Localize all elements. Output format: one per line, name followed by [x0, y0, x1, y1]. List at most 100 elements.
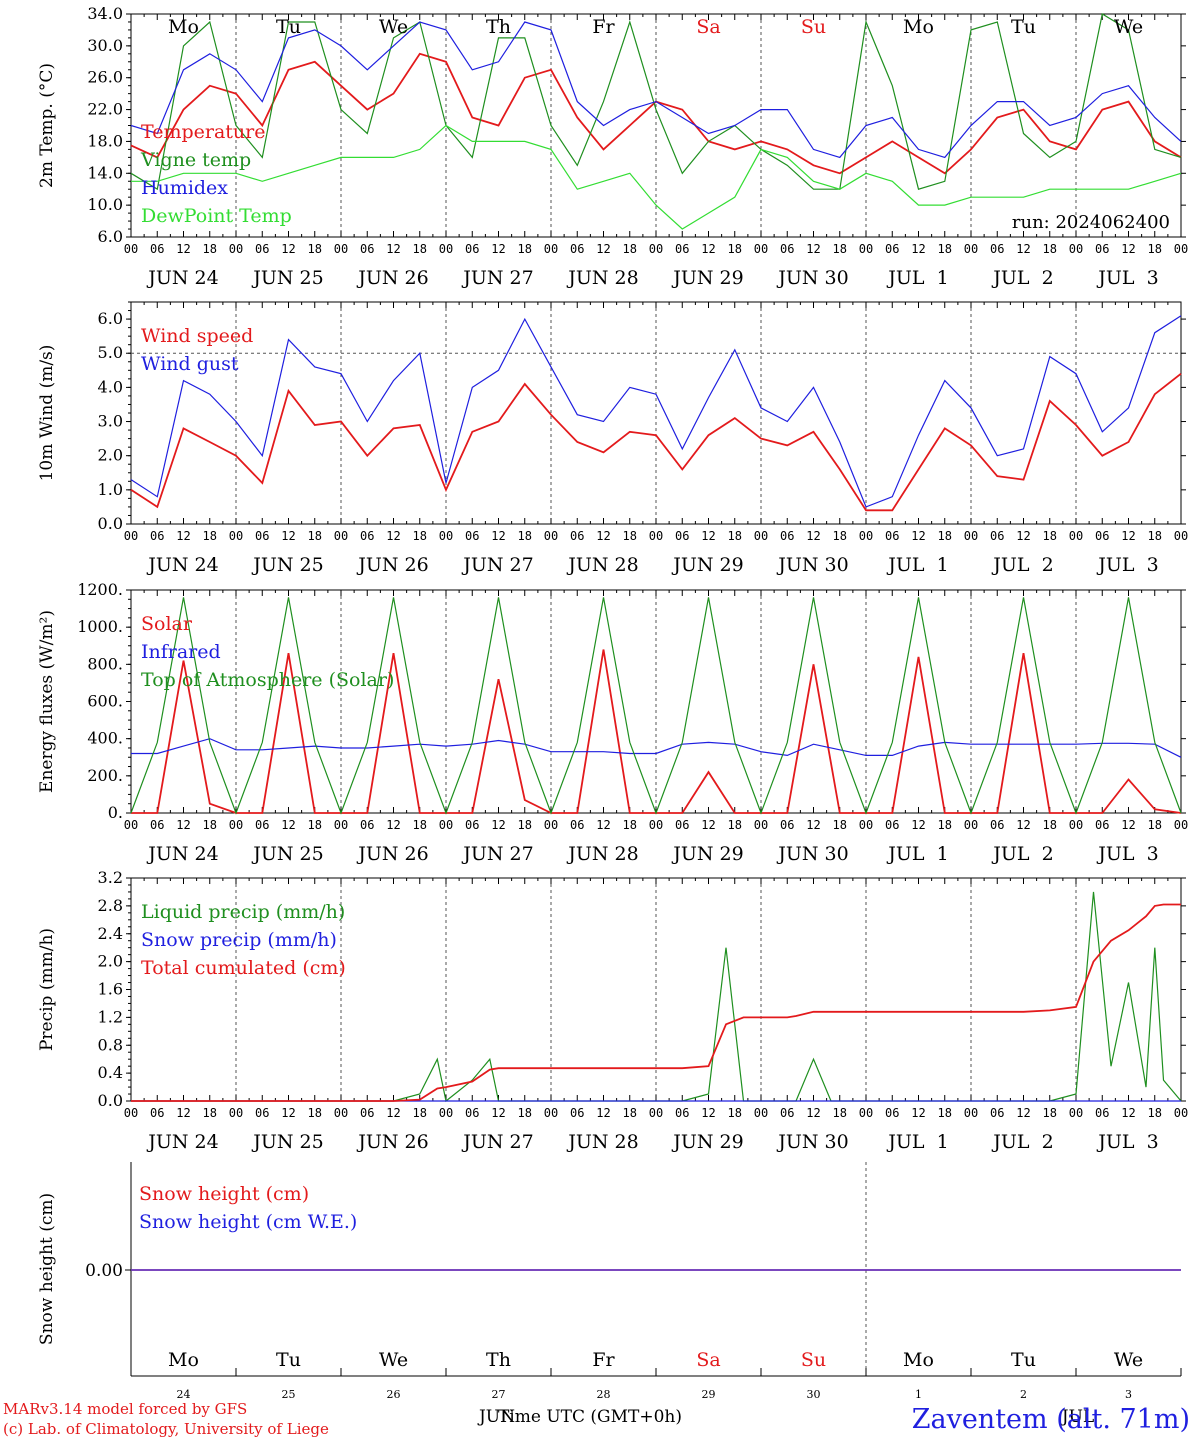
weekday-label: Su	[801, 1349, 826, 1371]
x-hour-label: 00	[229, 818, 243, 832]
x-date-label: JUN 28	[566, 554, 638, 576]
x-hour-label: 06	[990, 242, 1004, 256]
x-hour-label: 06	[990, 818, 1004, 832]
y-tick-label: 2.0	[98, 952, 123, 971]
x-hour-label: 00	[439, 1106, 453, 1120]
x-hour-label: 12	[176, 242, 190, 256]
x-hour-label: 00	[1174, 529, 1188, 543]
x-date-label: JUL 2	[991, 267, 1053, 289]
y-tick-label: 1.0	[98, 480, 123, 499]
x-hour-label: 12	[386, 529, 400, 543]
x-hour-label: 18	[413, 529, 427, 543]
y-tick-label: 0.4	[98, 1063, 123, 1082]
weekday-label: Su	[801, 16, 826, 38]
x-hour-label: 06	[360, 1106, 374, 1120]
x-date-label: JUN 26	[356, 843, 428, 865]
weekday-label: We	[379, 1349, 408, 1371]
x-hour-label: 06	[255, 1106, 269, 1120]
x-hour-label: 06	[570, 242, 584, 256]
month-overlay-jul: JUL	[1060, 1407, 1094, 1427]
x-axis-label: Time UTC (GMT+0h)	[498, 1407, 682, 1427]
x-hour-label: 00	[859, 242, 873, 256]
x-date-label: JUN 25	[251, 267, 323, 289]
x-hour-label: 00	[649, 1106, 663, 1120]
x-hour-label: 06	[885, 818, 899, 832]
x-date-label: JUN 29	[671, 554, 743, 576]
x-hour-label: 00	[334, 529, 348, 543]
legend-entry: Snow height (cm W.E.)	[139, 1211, 357, 1233]
legend-entry: Top of Atmosphere (Solar)	[141, 669, 394, 691]
x-date-label: JUL 2	[991, 843, 1053, 865]
x-hour-label: 06	[570, 1106, 584, 1120]
y-tick-label: 1000.	[77, 617, 123, 636]
series-line-1	[130, 372, 1182, 512]
y-tick-label: 14.0	[87, 163, 123, 182]
x-hour-label: 00	[544, 529, 558, 543]
y-axis-label: 10m Wind (m/s)	[37, 345, 57, 482]
x-hour-label: 06	[465, 242, 479, 256]
x-date-label: JUL 3	[1096, 267, 1158, 289]
x-hour-label: 12	[1016, 529, 1030, 543]
day-number-label: 28	[597, 1388, 611, 1401]
legend-entry: Wind gust	[141, 353, 239, 375]
x-hour-label: 06	[150, 818, 164, 832]
weekday-label: Tu	[276, 16, 301, 38]
panel-3: 0. 200. 400. 600. 800. 1000. 1200. Energy fluxe…	[37, 580, 1188, 865]
x-hour-label: 00	[859, 818, 873, 832]
x-date-label: JUN 30	[776, 554, 848, 576]
x-hour-label: 12	[491, 242, 505, 256]
weekday-label: Tu	[1011, 1349, 1036, 1371]
x-hour-label: 18	[623, 818, 637, 832]
x-hour-label: 18	[623, 1106, 637, 1120]
x-hour-label: 18	[518, 1106, 532, 1120]
x-hour-label: 18	[833, 818, 847, 832]
x-hour-label: 06	[360, 529, 374, 543]
x-hour-label: 00	[964, 242, 978, 256]
x-date-label: JUL 2	[991, 554, 1053, 576]
x-hour-label: 12	[806, 1106, 820, 1120]
x-hour-label: 18	[833, 242, 847, 256]
x-hour-label: 06	[150, 1106, 164, 1120]
weekday-label: Sa	[696, 16, 720, 38]
x-hour-label: 18	[203, 529, 217, 543]
day-number-label: 25	[282, 1388, 296, 1401]
x-date-label: JUN 28	[566, 1131, 638, 1153]
x-date-label: JUN 25	[251, 554, 323, 576]
x-hour-label: 18	[308, 242, 322, 256]
x-date-label: JUN 24	[146, 843, 218, 865]
weekday-label: We	[1114, 16, 1143, 38]
x-hour-label: 00	[859, 1106, 873, 1120]
y-tick-label: 0.	[108, 803, 123, 822]
x-date-label: JUL 1	[886, 554, 948, 576]
x-hour-label: 00	[1069, 529, 1083, 543]
series-line-3	[130, 21, 1182, 159]
x-hour-label: 12	[596, 1106, 610, 1120]
x-hour-label: 12	[176, 1106, 190, 1120]
x-hour-label: 12	[281, 818, 295, 832]
day-number-label: 2	[1020, 1388, 1027, 1401]
x-date-label: JUN 26	[356, 554, 428, 576]
x-hour-label: 00	[439, 818, 453, 832]
y-tick-label: 3.0	[98, 412, 123, 431]
x-date-label: JUN 28	[566, 267, 638, 289]
station-label: Zaventem (alt. 71m)	[912, 1404, 1190, 1435]
x-hour-label: 18	[623, 529, 637, 543]
y-tick-label: 34.0	[87, 4, 123, 23]
x-hour-label: 06	[675, 818, 689, 832]
x-hour-label: 06	[990, 529, 1004, 543]
footer-lab-credit: (c) Lab. of Climatology, University of L…	[3, 1420, 329, 1438]
weekday-label: Mo	[903, 16, 934, 38]
x-hour-label: 06	[675, 529, 689, 543]
y-axis-label: Precip (mm/h)	[37, 928, 57, 1051]
x-hour-label: 18	[203, 818, 217, 832]
x-hour-label: 00	[1174, 818, 1188, 832]
x-hour-label: 00	[964, 529, 978, 543]
series-line-3	[131, 903, 1181, 1102]
x-date-label: JUN 30	[776, 843, 848, 865]
x-date-label: JUN 30	[776, 267, 848, 289]
x-date-label: JUN 29	[671, 843, 743, 865]
x-hour-label: 06	[885, 1106, 899, 1120]
x-hour-label: 18	[1148, 818, 1162, 832]
series-line-1	[130, 52, 1182, 175]
x-hour-label: 06	[570, 529, 584, 543]
